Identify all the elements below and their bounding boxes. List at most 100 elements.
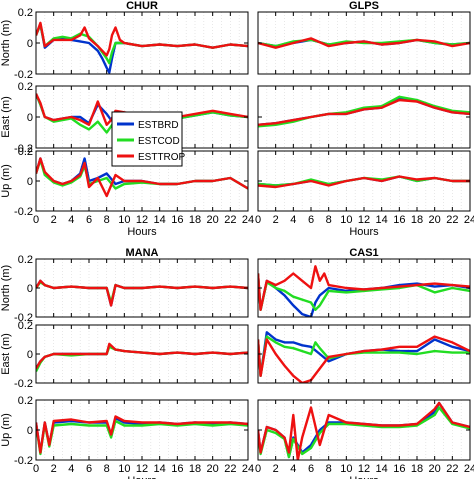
x-tick-label: 24 (242, 463, 254, 475)
series-line-estcod (258, 95, 470, 128)
panel-cas1-1 (257, 324, 471, 384)
series-line-estbrd (258, 331, 470, 377)
x-tick-label: 14 (154, 214, 166, 226)
legend-label-estbrd: ESTBRD (138, 120, 179, 131)
series-line-esttrop (258, 401, 470, 460)
panel-frame (257, 258, 471, 318)
x-tick-label: 0 (255, 463, 261, 475)
x-tick-label: 2 (273, 463, 279, 475)
y-axis-label: Up (m) (0, 164, 12, 198)
x-tick-label: 16 (171, 463, 183, 475)
series-line-esttrop (258, 265, 470, 311)
series-line-esttrop (36, 157, 248, 198)
x-tick-label: 10 (340, 214, 352, 226)
x-tick-label: 22 (446, 214, 458, 226)
y-tick-label: -0.2 (14, 69, 33, 81)
x-tick-label: 14 (376, 463, 388, 475)
x-tick-label: 10 (118, 463, 130, 475)
x-tick-label: 8 (104, 463, 110, 475)
series-line-esttrop (258, 335, 470, 383)
x-tick-label: 12 (136, 214, 148, 226)
x-tick-label: 20 (207, 214, 219, 226)
y-tick-label: 0 (27, 425, 33, 437)
panel-glps-0 (257, 11, 471, 75)
y-tick-label: 0.2 (18, 7, 33, 19)
y-axis-label: North (m) (0, 20, 12, 66)
x-tick-label: 6 (308, 214, 314, 226)
series-line-estcod (36, 93, 248, 134)
x-tick-label: 24 (242, 214, 254, 226)
y-tick-label: 0 (27, 349, 33, 361)
x-tick-label: 2 (273, 214, 279, 226)
x-tick-label: 16 (393, 463, 405, 475)
y-tick-label: 0.2 (18, 320, 33, 332)
x-tick-label: 20 (429, 214, 441, 226)
legend: ESTBRD ESTCOD ESTTROP (111, 111, 186, 167)
x-tick-label: 12 (358, 463, 370, 475)
station-title: GLPS (349, 0, 379, 12)
x-tick-label: 18 (189, 214, 201, 226)
x-tick-label: 16 (171, 214, 183, 226)
series-line-estcod (36, 419, 248, 456)
y-tick-label: 0 (27, 283, 33, 295)
y-axis-label: North (m) (0, 265, 12, 311)
y-axis-label: Up (m) (0, 413, 12, 447)
y-tick-label: 0 (27, 112, 33, 124)
x-tick-label: 22 (224, 214, 236, 226)
x-tick-label: 12 (358, 214, 370, 226)
series-line-esttrop (36, 415, 248, 454)
x-tick-label: 20 (429, 463, 441, 475)
x-tick-label: 22 (224, 463, 236, 475)
x-tick-label: 2 (51, 214, 57, 226)
y-tick-label: -0.2 (14, 206, 33, 218)
x-tick-label: 24 (464, 214, 474, 226)
x-axis-label: Hours (127, 475, 157, 479)
panel-glps-1 (257, 85, 471, 149)
x-tick-label: 6 (86, 214, 92, 226)
x-axis-label: Hours (349, 226, 379, 238)
y-tick-label: -0.2 (14, 455, 33, 467)
x-tick-label: 8 (326, 463, 332, 475)
series-line-esttrop (258, 98, 470, 126)
station-title: CHUR (126, 0, 158, 12)
x-tick-label: 22 (446, 463, 458, 475)
series-line-esttrop (36, 279, 248, 307)
x-tick-label: 10 (118, 214, 130, 226)
x-tick-label: 14 (376, 214, 388, 226)
x-tick-label: 4 (68, 463, 74, 475)
series-line-esttrop (258, 37, 470, 49)
series-line-esttrop (36, 21, 248, 57)
series-line-estcod (258, 38, 470, 48)
y-tick-label: -0.2 (14, 143, 33, 155)
x-tick-label: 14 (154, 463, 166, 475)
station-title: MANA (126, 247, 159, 259)
x-tick-label: 12 (136, 463, 148, 475)
y-tick-label: 0.2 (18, 395, 33, 407)
x-tick-label: 2 (51, 463, 57, 475)
x-tick-label: 6 (86, 463, 92, 475)
y-tick-label: 0.2 (18, 254, 33, 266)
x-tick-label: 24 (464, 463, 474, 475)
series-line-estcod (258, 335, 470, 377)
y-tick-label: 0.2 (18, 146, 33, 158)
legend-label-estcod: ESTCOD (138, 136, 180, 147)
series-line-estbrd (36, 344, 248, 370)
legend-label-esttrop: ESTTROP (138, 152, 186, 163)
x-tick-label: 0 (33, 463, 39, 475)
x-tick-label: 6 (308, 463, 314, 475)
x-tick-label: 10 (340, 463, 352, 475)
station-title: CAS1 (349, 247, 378, 259)
x-tick-label: 0 (33, 214, 39, 226)
x-tick-label: 18 (411, 463, 423, 475)
x-tick-label: 4 (290, 463, 296, 475)
x-tick-label: 4 (68, 214, 74, 226)
x-tick-label: 18 (411, 214, 423, 226)
